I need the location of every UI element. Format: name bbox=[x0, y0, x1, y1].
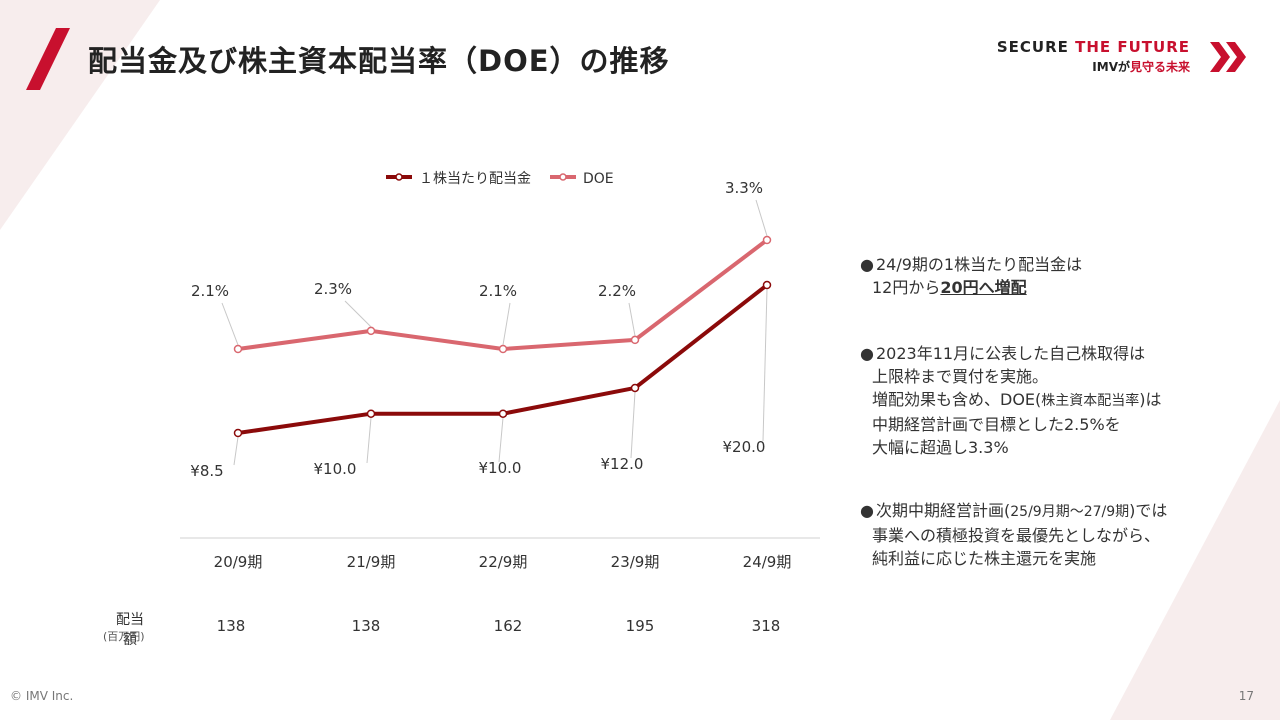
title-accent-slash bbox=[26, 28, 70, 90]
dividend-amount-unit: (百万円) bbox=[103, 630, 145, 643]
leader-line bbox=[628, 302, 636, 340]
legend-label: １株当たり配当金 bbox=[419, 171, 531, 187]
data-point bbox=[630, 335, 640, 345]
note-text: 中期経営計画で目標とした2.5%を bbox=[872, 415, 1121, 434]
brand-tagline: SECURE THE FUTURE bbox=[996, 38, 1190, 56]
note-text: 次期中期経営計画(25/9月期～27/9期)では bbox=[876, 501, 1168, 520]
data-label: ¥20.0 bbox=[723, 438, 766, 456]
brand-logo: SECURE THE FUTURE IMVが見守る未来 bbox=[997, 38, 1250, 78]
leader-line bbox=[755, 199, 768, 240]
x-tick-label: 22/9期 bbox=[479, 553, 528, 571]
note-item: ● 24/9期の1株当たり配当金は 12円から20円へ増配 bbox=[860, 253, 1260, 299]
data-point bbox=[762, 280, 772, 290]
data-label: 2.1% bbox=[191, 282, 229, 300]
leader-line bbox=[366, 413, 372, 464]
data-label: 2.3% bbox=[314, 280, 352, 298]
data-label: ¥12.0 bbox=[601, 455, 644, 473]
data-point bbox=[233, 344, 243, 354]
note-text: 大幅に超過し3.3% bbox=[872, 438, 1009, 457]
brand-subtitle: IMVが見守る未来 bbox=[1092, 60, 1190, 74]
data-point bbox=[762, 235, 772, 245]
dividend-doe-line-chart: 20/9期 21/9期 22/9期 23/9期 24/9期 ¥8.5 ¥10.0 ¥10.0 ¥… bbox=[180, 171, 820, 571]
leader-line bbox=[502, 302, 511, 349]
note-item: ● 2023年11月に公表した自己株取得は 上限枠まで買付を実施。 増配効果も含… bbox=[860, 342, 1260, 459]
copyright: © IMV Inc. bbox=[10, 689, 74, 703]
note-text: 増配効果も含め、DOE(株主資本配当率)は bbox=[872, 390, 1162, 409]
x-tick-label: 21/9期 bbox=[347, 553, 396, 571]
x-tick-label: 24/9期 bbox=[743, 553, 792, 571]
page-title: 配当金及び株主資本配当率（DOE）の推移 bbox=[88, 44, 670, 78]
leader-line bbox=[630, 387, 636, 459]
data-label: 3.3% bbox=[725, 179, 763, 197]
page-number: 17 bbox=[1238, 689, 1254, 703]
bullet-icon: ● bbox=[860, 344, 874, 363]
bullet-icon: ● bbox=[860, 501, 874, 520]
note-text: 12円から20円へ増配 bbox=[872, 278, 1027, 297]
data-label: ¥10.0 bbox=[479, 459, 522, 477]
leader-line bbox=[221, 302, 239, 349]
dividend-amount-value: 162 bbox=[493, 617, 523, 635]
dividend-amount-value: 138 bbox=[216, 617, 246, 635]
leader-line bbox=[498, 413, 504, 463]
x-tick-label: 23/9期 bbox=[611, 553, 660, 571]
note-item: ● 次期中期経営計画(25/9月期～27/9期)では 事業への積極投資を最優先と… bbox=[860, 499, 1260, 570]
dividend-amount-title: 配当額 bbox=[116, 612, 144, 648]
data-label: 2.1% bbox=[479, 282, 517, 300]
leader-line bbox=[233, 433, 239, 466]
data-label: 2.2% bbox=[598, 282, 636, 300]
data-point bbox=[630, 383, 640, 393]
dividend-amount-value: 195 bbox=[625, 617, 655, 635]
bullet-icon: ● bbox=[860, 255, 874, 274]
leader-line bbox=[762, 285, 768, 442]
note-emphasis: 20円へ増配 bbox=[940, 278, 1027, 297]
note-text: 2023年11月に公表した自己株取得は bbox=[876, 344, 1146, 363]
chevron-right-icon bbox=[1210, 42, 1246, 72]
legend-swatch-marker bbox=[559, 173, 567, 181]
note-text: 純利益に応じた株主還元を実施 bbox=[872, 549, 1097, 568]
x-tick-label: 20/9期 bbox=[214, 553, 263, 571]
data-label: ¥10.0 bbox=[314, 460, 357, 478]
dividend-amount-value: 318 bbox=[751, 617, 781, 635]
legend-label: DOE bbox=[583, 171, 614, 187]
note-text: 上限枠まで買付を実施。 bbox=[872, 367, 1049, 386]
data-point bbox=[498, 409, 508, 418]
legend-swatch-marker bbox=[395, 173, 403, 181]
data-point bbox=[233, 428, 243, 438]
note-text: 24/9期の1株当たり配当金は bbox=[876, 255, 1083, 274]
data-point bbox=[498, 344, 508, 354]
notes-panel: ● 24/9期の1株当たり配当金は 12円から20円へ増配 ● 2023年11月… bbox=[860, 253, 1260, 613]
note-text: 事業への積極投資を最優先としながら、 bbox=[872, 526, 1161, 545]
data-point bbox=[366, 326, 376, 336]
data-label: ¥8.5 bbox=[190, 462, 223, 480]
leader-line bbox=[344, 300, 372, 331]
data-point bbox=[366, 409, 376, 418]
dividend-amount-value: 138 bbox=[351, 617, 381, 635]
